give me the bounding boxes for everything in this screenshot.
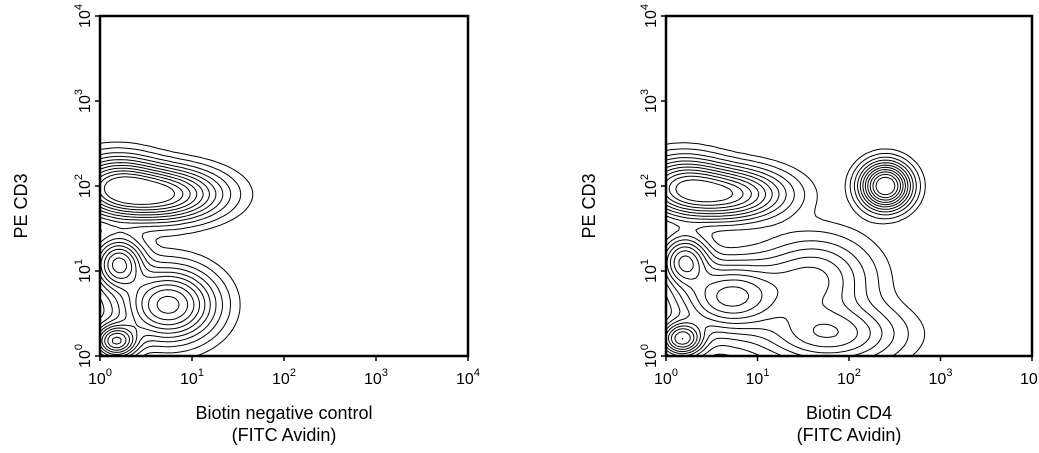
contour-level bbox=[666, 166, 906, 350]
x-tick-label: 101 bbox=[180, 367, 204, 388]
plot-frame bbox=[664, 14, 1034, 358]
contour-level bbox=[666, 171, 902, 345]
y-tick-label: 104 bbox=[73, 4, 94, 28]
contour-level bbox=[666, 160, 911, 355]
x-tick-label: 101 bbox=[746, 367, 770, 388]
y-tick-label: 100 bbox=[73, 344, 94, 368]
plot-panel-negative-control: 100 101 102 103 104 100 101 102 103 104 PE CD3 Bio… bbox=[0, 0, 520, 448]
x-axis-label-line2: (FITC Avidin) bbox=[231, 425, 337, 445]
contour-level bbox=[100, 155, 224, 356]
contour-level bbox=[666, 169, 904, 348]
plot-panel-cd4: 100 101 102 103 104 100 101 102 103 104 PE CD3 Bio… bbox=[568, 0, 1039, 448]
x-tick-label: 102 bbox=[837, 367, 861, 388]
contour-level bbox=[100, 173, 184, 345]
x-tick-label: 103 bbox=[929, 367, 953, 388]
contour-plot-negative-control: 100 101 102 103 104 100 101 102 103 104 PE CD3 bbox=[11, 4, 480, 388]
plot-frame bbox=[98, 14, 470, 358]
contour-level bbox=[675, 176, 896, 203]
y-tick-label: 103 bbox=[639, 89, 660, 113]
x-tick-label: 103 bbox=[364, 367, 388, 388]
contour-level bbox=[100, 159, 217, 356]
contour-level bbox=[100, 170, 191, 349]
x-axis-label-line1: Biotin CD4 bbox=[805, 403, 893, 423]
x-tick-label: 102 bbox=[272, 367, 296, 388]
contour-lines bbox=[666, 142, 926, 356]
x-tick-label: 104 bbox=[1020, 367, 1038, 388]
x-tick-label: 104 bbox=[456, 367, 480, 388]
contour-level bbox=[103, 176, 176, 205]
y-tick-label: 101 bbox=[639, 259, 660, 283]
x-axis-label: Biotin negative control (FITC Avidin) bbox=[100, 402, 468, 446]
y-tick-label: 102 bbox=[73, 174, 94, 198]
contour-level bbox=[100, 165, 204, 353]
y-tick-label: 104 bbox=[639, 4, 660, 28]
y-axis-label: PE CD3 bbox=[11, 173, 31, 238]
contour-level bbox=[666, 157, 914, 356]
contour-lines bbox=[100, 141, 254, 356]
x-tick-label: 100 bbox=[654, 367, 678, 388]
x-axis-label-line1: Biotin negative control bbox=[195, 403, 373, 423]
x-axis-label-line2: (FITC Avidin) bbox=[796, 425, 902, 445]
y-tick-label: 102 bbox=[639, 174, 660, 198]
x-tick-label: 100 bbox=[88, 367, 112, 388]
x-axis-label: Biotin CD4 (FITC Avidin) bbox=[666, 402, 1032, 446]
y-tick-label: 100 bbox=[639, 344, 660, 368]
y-axis-label: PE CD3 bbox=[579, 173, 599, 238]
contour-plot-cd4: 100 101 102 103 104 100 101 102 103 104 PE CD3 bbox=[579, 4, 1039, 388]
contour-level bbox=[100, 167, 198, 351]
y-tick-label: 101 bbox=[73, 259, 94, 283]
contour-level bbox=[666, 153, 917, 356]
y-tick-label: 103 bbox=[73, 89, 94, 113]
contour-level bbox=[668, 173, 899, 340]
